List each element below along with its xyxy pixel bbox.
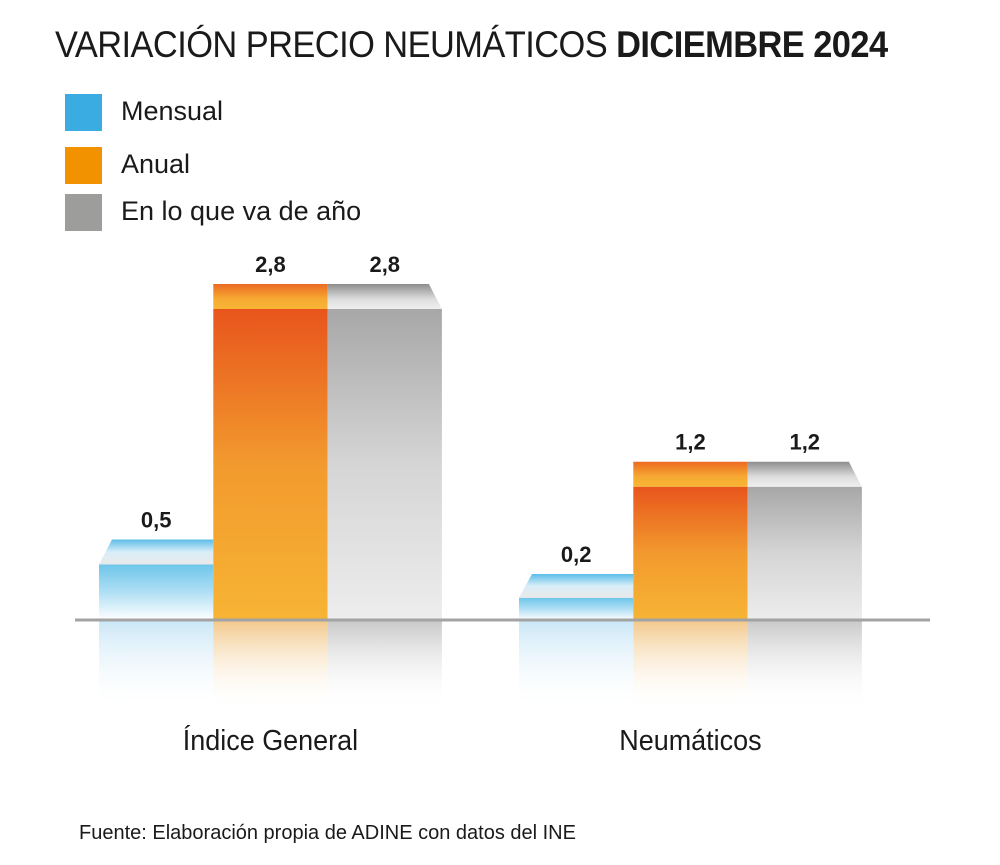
bar-reflection: [99, 620, 214, 710]
value-label: 2,8: [369, 252, 400, 277]
bar-reflections: [99, 620, 862, 710]
bar-reflection: [327, 620, 442, 710]
chart-title: VARIACIÓN PRECIO NEUMÁTICOS DICIEMBRE 20…: [55, 24, 888, 66]
bar-top-0-0: [99, 539, 214, 565]
legend-swatch-mensual: [65, 94, 102, 131]
bar-reflection: [519, 620, 634, 710]
bar-1-0: [519, 597, 634, 620]
value-labels: 0,5 2,8 2,8 0,2 1,2 1,2: [141, 252, 820, 567]
value-label: 0,2: [561, 542, 592, 567]
legend-swatch-ytd: [65, 194, 102, 231]
chart-title-bold: DICIEMBRE 2024: [616, 24, 888, 65]
value-label: 1,2: [789, 430, 820, 455]
value-label: 1,2: [675, 430, 706, 455]
source-note: Fuente: Elaboración propia de ADINE con …: [79, 822, 576, 844]
bar-top-1-1: [633, 461, 748, 487]
value-label: 0,5: [141, 507, 172, 532]
bar-reflection: [213, 620, 328, 710]
category-labels: Índice General Neumáticos: [183, 724, 762, 756]
legend-label-ytd: En lo que va de año: [121, 196, 362, 226]
bar-top-0-1: [213, 284, 328, 309]
bar-reflection: [747, 620, 862, 710]
bar-0-2: [327, 309, 442, 620]
category-label: Índice General: [183, 724, 358, 756]
bar-1-2: [747, 486, 862, 620]
bar-top-0-2: [327, 284, 442, 309]
legend-label-mensual: Mensual: [121, 96, 224, 126]
bar-top-1-2: [747, 461, 862, 487]
bars: [99, 284, 862, 620]
legend-swatch-anual: [65, 147, 102, 184]
bar-0-0: [99, 564, 214, 620]
legend-label-anual: Anual: [121, 149, 191, 179]
bar-top-1-0: [519, 574, 634, 598]
bar-reflection: [633, 620, 748, 710]
value-label: 2,8: [255, 252, 286, 277]
category-label: Neumáticos: [619, 724, 761, 756]
bar-0-1: [213, 309, 328, 620]
bar-1-1: [633, 486, 748, 620]
chart-title-regular: VARIACIÓN PRECIO NEUMÁTICOS: [55, 24, 617, 65]
